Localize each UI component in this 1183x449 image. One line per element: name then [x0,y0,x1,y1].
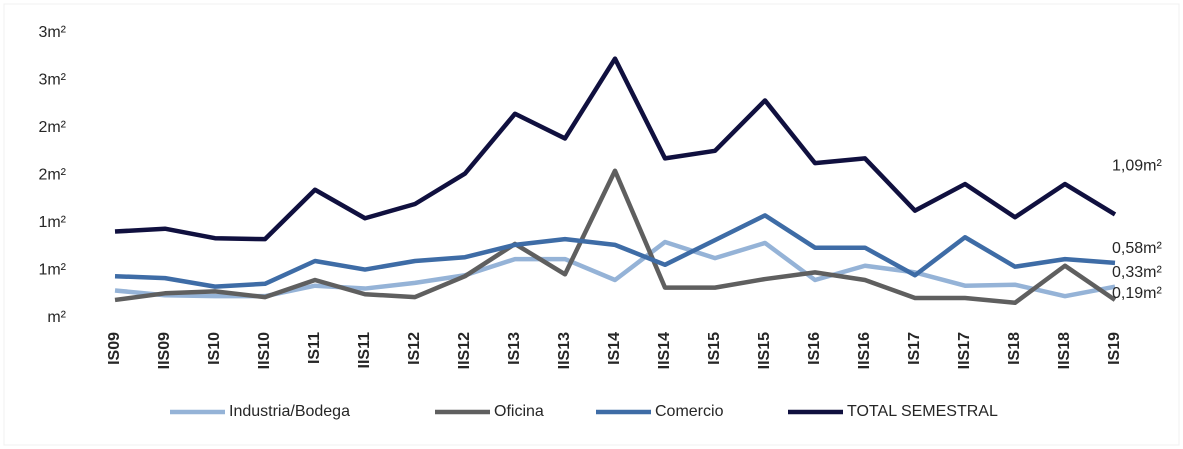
legend-label: Industria/Bodega [229,403,350,420]
x-tick-label: IS13 [506,332,523,365]
y-tick-label: 1m² [38,262,66,279]
x-tick-label: IS10 [206,332,223,365]
x-tick-label: IIS12 [456,332,473,369]
x-tick-label: IIS10 [256,332,273,369]
x-tick-label: IS11 [306,332,323,364]
x-tick-label: IIS09 [156,332,173,369]
x-tick-label: IIS14 [656,332,673,369]
y-tick-label: m² [47,309,66,326]
x-tick-label: IS12 [406,332,423,365]
x-tick-label: IIS16 [856,332,873,369]
x-tick-label: IS17 [906,332,923,365]
series-line [114,213,1116,289]
data-label: 1,09m² [1112,158,1162,175]
y-tick-label: 3m² [38,24,66,41]
x-tick-label: IS09 [106,332,123,365]
x-tick-label: IIS11 [356,332,373,369]
y-tick-label: 2m² [38,119,66,136]
x-tick-label: IS15 [706,332,723,365]
legend-label: Oficina [494,403,544,420]
x-tick-label: IIS13 [556,332,573,369]
y-tick-label: 1m² [38,214,66,231]
x-tick-label: IIS18 [1056,332,1073,369]
legend-label: Comercio [655,403,724,420]
x-tick-label: IS14 [606,332,623,365]
x-tick-label: IS16 [806,332,823,365]
x-tick-label: IS19 [1106,332,1123,365]
y-tick-label: 3m² [38,72,66,89]
series-line [114,168,1117,306]
series-line [114,56,1117,242]
y-tick-label: 2m² [38,167,66,184]
data-label: 0,33m² [1112,264,1162,281]
x-tick-label: IS18 [1006,332,1023,365]
data-label: 0,58m² [1112,240,1162,257]
x-tick-label: IIS17 [956,332,973,369]
x-tick-label: IIS15 [756,332,773,369]
data-label: 0,19m² [1112,285,1162,302]
legend-label: TOTAL SEMESTRAL [847,403,998,420]
